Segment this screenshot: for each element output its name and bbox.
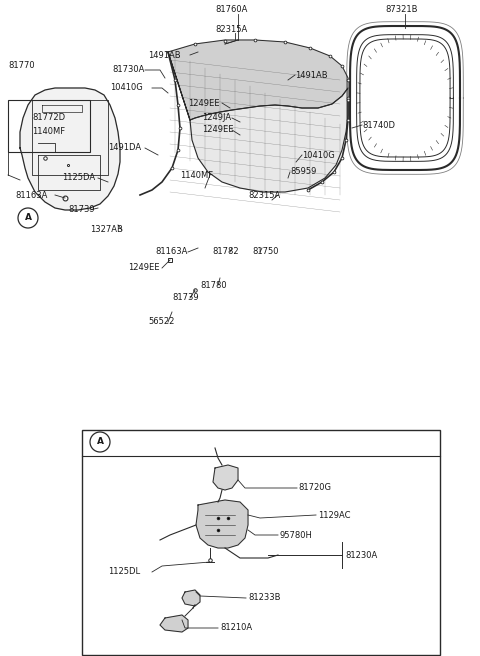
Text: 81740D: 81740D	[362, 121, 395, 129]
Text: 1140MF: 1140MF	[180, 171, 213, 180]
Text: 81770: 81770	[8, 60, 35, 70]
Text: 1129AC: 1129AC	[318, 510, 350, 520]
Text: 81233B: 81233B	[248, 594, 280, 602]
Text: 81210A: 81210A	[220, 623, 252, 632]
Text: 81230A: 81230A	[345, 550, 377, 560]
Text: 81739: 81739	[172, 293, 199, 302]
Text: 82315A: 82315A	[248, 190, 280, 199]
Text: A: A	[96, 438, 104, 447]
Polygon shape	[182, 590, 200, 606]
Text: 81772D: 81772D	[33, 113, 66, 123]
Polygon shape	[213, 465, 238, 490]
Text: 1491AB: 1491AB	[148, 51, 180, 60]
Text: 81720G: 81720G	[298, 483, 331, 493]
Text: 82315A: 82315A	[215, 26, 247, 35]
Text: 10410G: 10410G	[110, 83, 143, 92]
Text: 81780: 81780	[200, 281, 227, 289]
Text: 81163A: 81163A	[15, 190, 48, 199]
Text: 81750: 81750	[252, 247, 278, 256]
Text: 1249EE: 1249EE	[128, 264, 159, 272]
Bar	[82, 430, 440, 655]
Text: 1140MF: 1140MF	[33, 127, 66, 136]
Polygon shape	[20, 88, 120, 210]
Text: 1249JA: 1249JA	[202, 113, 231, 123]
Text: 1491DA: 1491DA	[108, 144, 141, 152]
Polygon shape	[196, 500, 248, 548]
Text: 85959: 85959	[290, 167, 316, 176]
Text: 81782: 81782	[212, 247, 239, 256]
Text: A: A	[24, 213, 32, 222]
Text: 1327AB: 1327AB	[90, 226, 123, 234]
Text: 1491AB: 1491AB	[295, 70, 328, 79]
Text: 1249EE: 1249EE	[188, 98, 219, 108]
Polygon shape	[168, 52, 348, 192]
Polygon shape	[160, 615, 188, 632]
Text: 81739: 81739	[68, 205, 95, 215]
Text: 81163A: 81163A	[155, 247, 187, 256]
Polygon shape	[168, 40, 348, 120]
Text: 81760A: 81760A	[215, 5, 247, 14]
Bar	[8, 100, 90, 152]
Text: 10410G: 10410G	[302, 150, 335, 159]
Text: 87321B: 87321B	[385, 5, 418, 14]
Text: 56522: 56522	[148, 318, 174, 327]
Text: 1249EE: 1249EE	[202, 125, 233, 134]
Text: 95780H: 95780H	[280, 531, 313, 539]
Text: 1125DA: 1125DA	[62, 173, 95, 182]
Text: 81730A: 81730A	[112, 66, 144, 75]
Text: 1125DL: 1125DL	[108, 567, 140, 577]
